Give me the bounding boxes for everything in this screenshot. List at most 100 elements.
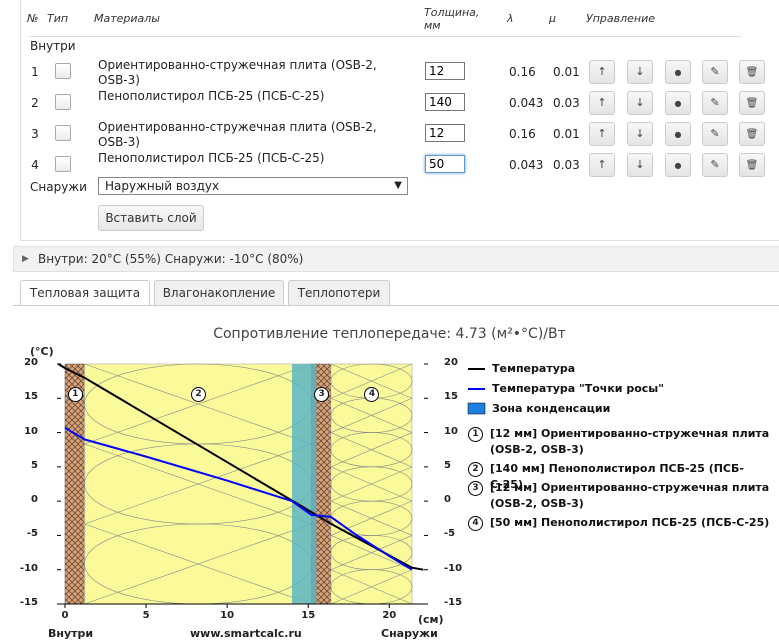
- y-tick-label-left: 10: [24, 425, 38, 437]
- layer-number-marker: 4: [364, 387, 380, 402]
- foam-pattern-line: [330, 535, 413, 570]
- expand-triangle-icon: ▶: [22, 254, 29, 264]
- trash-button[interactable]: 🗑: [739, 122, 765, 146]
- header-num: №: [27, 12, 39, 25]
- y-tick-label-left: 20: [24, 357, 38, 368]
- thickness-input[interactable]: [425, 124, 465, 142]
- x-tick-label: 5: [142, 610, 150, 621]
- header-control: Управление: [586, 12, 656, 25]
- trash-button[interactable]: 🗑: [739, 153, 765, 177]
- x-axis-unit: (см): [418, 613, 444, 626]
- header-thickness: Толщина, мм: [424, 6, 480, 32]
- pencil-button[interactable]: ✎: [702, 153, 728, 177]
- foam-pattern-line: [330, 569, 413, 605]
- y-tick-label-left: -5: [26, 528, 38, 540]
- arrow-up-button[interactable]: ↑: [589, 153, 615, 177]
- x-label-outside: Снаружи: [381, 627, 438, 640]
- pencil-icon: ✎: [710, 96, 720, 109]
- pencil-button[interactable]: ✎: [702, 60, 728, 84]
- dot-icon: ●: [674, 130, 682, 139]
- arrow-down-button[interactable]: ↓: [627, 91, 653, 115]
- pencil-button[interactable]: ✎: [702, 122, 728, 146]
- arrow-down-button[interactable]: ↓: [627, 60, 653, 84]
- row-lambda: 0.16: [509, 65, 536, 79]
- row-mu: 0.03: [553, 158, 580, 172]
- y-tick-label-right: 0: [444, 494, 451, 506]
- arrow-up-button[interactable]: ↑: [589, 60, 615, 84]
- legend-dew-label: Температура "Точки росы": [492, 382, 664, 395]
- x-tick-label: 10: [220, 610, 235, 621]
- dot-button[interactable]: ●: [665, 122, 691, 146]
- x-tick-label: 0: [61, 610, 69, 621]
- row-checkbox[interactable]: [55, 125, 71, 141]
- outside-select[interactable]: Наружный воздух ▼: [98, 177, 408, 195]
- conditions-text: Внутри: 20°C (55%) Снаружи: -10°C (80%): [38, 252, 304, 266]
- row-material: Пенополистирол ПСБ-25 (ПСБ-С-25): [98, 89, 325, 103]
- arrow-up-icon: ↑: [597, 65, 607, 78]
- arrow-up-icon: ↑: [597, 127, 607, 140]
- x-label-inside: Внутри: [48, 627, 94, 640]
- legend-layer-text: [50 мм] Пенополистирол ПСБ-25 (ПСБ-С-25): [490, 516, 770, 529]
- header-lambda: λ: [507, 12, 514, 25]
- dot-icon: ●: [674, 68, 682, 77]
- foam-pattern-line: [330, 398, 413, 433]
- arrow-down-icon: ↓: [635, 96, 645, 109]
- chart-title: Сопротивление теплопередаче: 4.73 (м²•°С…: [213, 326, 566, 342]
- thickness-input[interactable]: [425, 155, 465, 173]
- row-number: 4: [31, 158, 39, 172]
- conditions-bar[interactable]: ▶ Внутри: 20°C (55%) Снаружи: -10°C (80%…: [13, 246, 779, 272]
- legend-layer-text: [140 мм] Пенополистирол ПСБ-25 (ПСБ-С-25…: [490, 462, 744, 491]
- y-tick-label-left: 15: [24, 391, 38, 403]
- trash-button[interactable]: 🗑: [739, 60, 765, 84]
- foam-pattern-line: [84, 523, 312, 605]
- dot-button[interactable]: ●: [665, 60, 691, 84]
- legend-temperature-label: Температура: [492, 362, 576, 375]
- condensation-zone: [292, 364, 317, 604]
- y-tick-label-left: 5: [31, 459, 38, 471]
- row-checkbox[interactable]: [55, 94, 71, 110]
- arrow-up-button[interactable]: ↑: [589, 122, 615, 146]
- dew-point-line: [64, 426, 413, 571]
- legend-layer-text: [12 мм] Ориентированно-стружечная плита …: [490, 481, 770, 510]
- y-axis-unit: (°С): [30, 345, 54, 358]
- foam-pattern-line: [330, 500, 413, 536]
- arrow-up-icon: ↑: [597, 158, 607, 171]
- outside-select-value: Наружный воздух: [105, 179, 220, 193]
- arrow-down-button[interactable]: ↓: [627, 122, 653, 146]
- header-divider: [29, 36, 741, 37]
- trash-button[interactable]: 🗑: [739, 91, 765, 115]
- legend-layer-marker: 3: [468, 481, 483, 496]
- thickness-input[interactable]: [425, 93, 465, 111]
- row-checkbox[interactable]: [55, 63, 71, 79]
- x-tick-label: 20: [382, 610, 397, 621]
- dot-button[interactable]: ●: [665, 153, 691, 177]
- legend-layer-marker: 1: [468, 427, 483, 442]
- temperature-line: [57, 363, 424, 571]
- pencil-button[interactable]: ✎: [702, 91, 728, 115]
- row-lambda: 0.043: [509, 96, 544, 110]
- legend-condensation-label: Зона конденсации: [492, 402, 611, 415]
- outside-label: Снаружи: [30, 180, 87, 194]
- row-mu: 0.01: [553, 65, 580, 79]
- tab-moisture[interactable]: Влагонакопление: [154, 280, 284, 305]
- y-tick-label-left: -10: [19, 562, 38, 574]
- arrow-up-button[interactable]: ↑: [589, 91, 615, 115]
- dot-icon: ●: [674, 161, 682, 170]
- dot-button[interactable]: ●: [665, 91, 691, 115]
- arrow-down-button[interactable]: ↓: [627, 153, 653, 177]
- foam-pattern-line: [84, 363, 312, 445]
- dot-icon: ●: [674, 99, 682, 108]
- row-number: 1: [31, 65, 39, 79]
- insert-layer-button[interactable]: Вставить слой: [98, 205, 204, 231]
- y-tick-label-right: -10: [444, 562, 463, 574]
- y-tick-label-left: 0: [31, 494, 38, 506]
- tab-thermal-protection[interactable]: Тепловая защита: [20, 280, 150, 306]
- layer-number-marker: 1: [67, 387, 83, 402]
- row-lambda: 0.16: [509, 127, 536, 141]
- y-tick-label-left: -15: [19, 597, 38, 608]
- pencil-icon: ✎: [710, 127, 720, 140]
- header-materials: Материалы: [94, 12, 160, 25]
- tab-heat-loss[interactable]: Теплопотери: [288, 280, 390, 305]
- row-checkbox[interactable]: [55, 156, 71, 172]
- thickness-input[interactable]: [425, 62, 465, 80]
